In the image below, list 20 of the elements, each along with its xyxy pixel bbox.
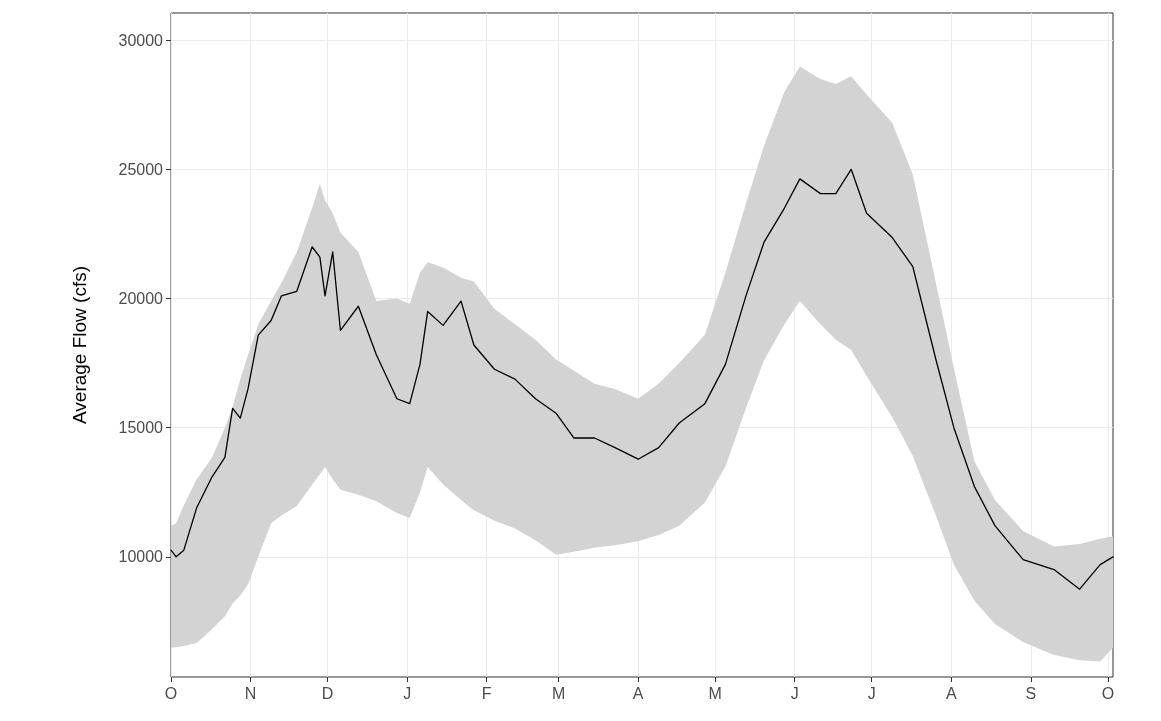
line-series [170,168,1114,590]
x-tick-label: D [321,684,334,702]
x-tick-label: O [164,684,178,702]
x-tick-label: N [244,684,257,702]
x-tick-label: J [790,684,799,702]
y-tick-label: 30000 [118,31,164,49]
y-axis-title: Average Flow (cfs) [69,265,90,425]
x-tick-label: J [403,684,412,702]
y-tick-label: 15000 [118,419,164,437]
x-tick-label: M [551,684,566,702]
x-tick-label: J [867,684,876,702]
y-tick-label: 20000 [118,289,164,307]
x-tick-label: M [708,684,722,702]
x-tick-label: A [632,684,644,702]
x-tick-label: O [1101,684,1115,702]
x-tick-label: S [1025,684,1037,702]
y-tick-label: 10000 [118,548,164,566]
x-tick-label: A [945,684,957,702]
y-tick-label: 25000 [118,160,164,178]
x-tick-label: F [481,684,492,702]
